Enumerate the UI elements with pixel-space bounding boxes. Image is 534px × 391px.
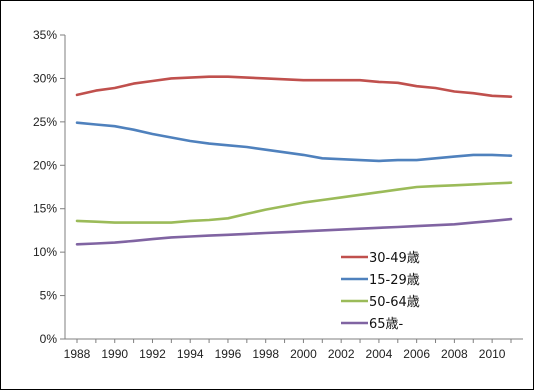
x-tick-label: 1994 <box>177 347 204 361</box>
y-tick-label: 20% <box>33 158 57 172</box>
y-tick-label: 35% <box>33 28 57 42</box>
x-tick-label: 2006 <box>403 347 430 361</box>
y-tick-label: 25% <box>33 115 57 129</box>
x-tick-label: 1988 <box>64 347 91 361</box>
x-tick-label: 2008 <box>441 347 468 361</box>
series-line-0 <box>75 75 513 98</box>
x-tick-label: 2000 <box>290 347 317 361</box>
y-tick-label: 0% <box>40 332 58 346</box>
y-tick-label: 10% <box>33 245 57 259</box>
legend-label-1: 15-29歳 <box>369 273 420 288</box>
series-line-3 <box>75 217 513 246</box>
y-tick-label: 15% <box>33 202 57 216</box>
y-tick-label: 30% <box>33 71 57 85</box>
x-tick-label: 1990 <box>101 347 128 361</box>
series-line-2 <box>75 181 513 224</box>
y-tick-label: 5% <box>40 289 58 303</box>
legend-label-2: 50-64歳 <box>369 295 420 310</box>
legend-label-0: 30-49歳 <box>369 251 420 266</box>
series-line-1 <box>75 121 513 163</box>
x-tick-label: 2010 <box>479 347 506 361</box>
x-tick-label: 1998 <box>252 347 279 361</box>
x-tick-label: 1992 <box>139 347 166 361</box>
x-tick-label: 1996 <box>215 347 242 361</box>
x-tick-label: 2004 <box>366 347 393 361</box>
legend-label-3: 65歳- <box>369 317 404 332</box>
x-tick-label: 2002 <box>328 347 355 361</box>
